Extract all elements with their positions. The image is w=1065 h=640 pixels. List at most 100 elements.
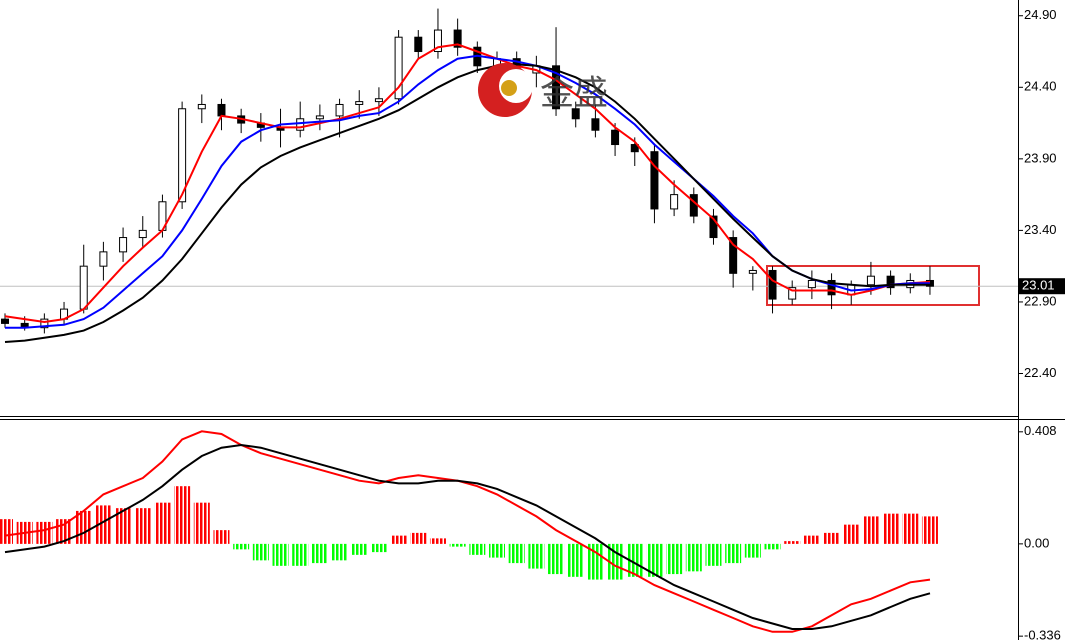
candle-body <box>1 318 9 324</box>
candle-body <box>414 36 423 53</box>
candle-body <box>591 118 600 131</box>
histogram-bar <box>508 543 525 564</box>
candle-body <box>40 318 49 329</box>
candle-body <box>99 251 108 267</box>
histogram-bar <box>882 513 899 544</box>
candle-body <box>729 237 738 274</box>
histogram-bar <box>213 530 230 544</box>
candle-body <box>178 108 187 203</box>
indicator-line <box>4 430 931 633</box>
histogram-bar <box>548 543 565 575</box>
histogram-bar <box>567 543 584 577</box>
histogram-bar <box>764 543 781 550</box>
candle-body <box>788 287 797 300</box>
y-tick-label: 24.40 <box>1024 79 1057 94</box>
histogram-bar <box>902 513 919 544</box>
histogram-bar <box>489 543 505 558</box>
histogram-bar <box>193 502 210 544</box>
candle-body <box>611 129 620 146</box>
histogram-bar <box>705 543 722 566</box>
candle-body <box>650 151 659 210</box>
histogram-bar <box>449 543 466 547</box>
histogram-bar <box>725 543 742 564</box>
y-tick-label: 22.40 <box>1024 365 1057 380</box>
histogram-bar <box>154 502 171 544</box>
histogram-bar <box>823 532 840 544</box>
histogram-bar <box>272 543 289 566</box>
candle-body <box>79 265 88 310</box>
histogram-bar <box>921 516 938 544</box>
histogram-bar <box>843 524 860 544</box>
histogram-bar <box>174 486 191 544</box>
candle-body <box>709 215 718 239</box>
y-tick-label: 24.90 <box>1024 7 1057 22</box>
candle-body <box>374 98 383 103</box>
histogram-bar <box>36 521 53 544</box>
candle-body <box>138 229 147 239</box>
logo <box>501 80 517 96</box>
histogram-bar <box>784 541 801 544</box>
candle-body <box>670 194 679 210</box>
candle-body <box>886 275 895 289</box>
y-tick-label: -0.336 <box>1024 628 1061 640</box>
y-tick-label: 23.90 <box>1024 150 1057 165</box>
indicator-line <box>4 63 930 343</box>
candle-body <box>827 279 836 296</box>
candle-body <box>552 65 561 110</box>
histogram-bar <box>469 543 486 555</box>
histogram-bar <box>331 543 348 561</box>
histogram-bar <box>0 519 13 544</box>
candle-body <box>315 115 324 120</box>
candle-body <box>433 29 442 53</box>
candle-body <box>355 101 364 105</box>
y-tick-label: 22.90 <box>1024 293 1057 308</box>
y-tick-label: 23.40 <box>1024 222 1057 237</box>
candle-body <box>119 237 128 253</box>
histogram-bar <box>311 543 328 564</box>
indicator-line <box>4 43 931 324</box>
candle-body <box>866 275 875 286</box>
last-price-label: 23.01 <box>1022 278 1055 293</box>
histogram-bar <box>685 543 702 572</box>
highlight-box <box>766 265 980 306</box>
histogram-bar <box>626 543 643 577</box>
watermark: 金盛 <box>478 63 608 117</box>
candle-body <box>748 269 757 274</box>
histogram-bar <box>351 543 368 555</box>
candle-body <box>630 144 639 153</box>
histogram-bar <box>607 543 624 580</box>
histogram-bar <box>115 508 132 544</box>
watermark-text: 金盛 <box>540 74 608 114</box>
histogram-bar <box>528 543 545 569</box>
candle-body <box>394 36 403 100</box>
histogram-bar <box>233 543 250 550</box>
histogram-bar <box>587 543 604 580</box>
histogram-bar <box>370 543 387 553</box>
candle-body <box>335 103 344 117</box>
histogram-bar <box>862 516 879 544</box>
candle-body <box>217 103 226 117</box>
candle-body <box>453 29 462 48</box>
histogram-bar <box>134 508 151 544</box>
histogram-bar <box>292 543 309 566</box>
histogram-bar <box>252 543 269 561</box>
histogram-bar <box>744 543 761 558</box>
candle-body <box>571 108 580 120</box>
y-tick-label: 0.408 <box>1024 423 1057 438</box>
histogram-bar <box>410 532 427 544</box>
histogram-bar <box>803 535 820 544</box>
candle-body <box>296 118 305 131</box>
y-tick-label: 0.00 <box>1024 535 1049 550</box>
histogram-bar <box>95 505 112 544</box>
candle-body <box>768 269 777 300</box>
candle-body <box>689 194 698 217</box>
last-price-box <box>1019 278 1065 295</box>
candle-body <box>807 279 816 289</box>
candle-body <box>197 103 206 110</box>
histogram-bar <box>429 538 446 544</box>
indicator-line <box>4 443 931 630</box>
histogram-bar <box>646 543 663 577</box>
histogram-bar <box>666 543 683 575</box>
histogram-bar <box>390 535 407 544</box>
